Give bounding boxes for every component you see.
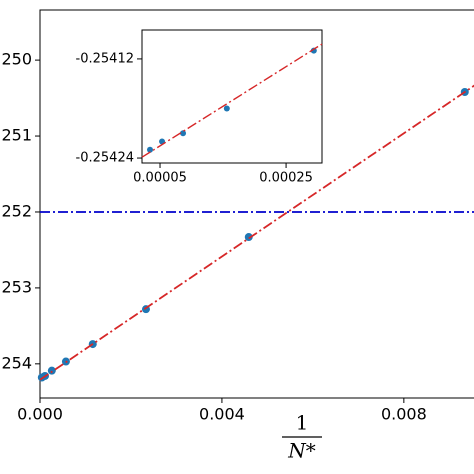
x-label-denominator: N*: [287, 439, 316, 463]
y-tick-label: -0.251: [0, 126, 32, 145]
x-tick-label: 0.004: [199, 405, 245, 424]
data-point: [147, 146, 154, 153]
y-tick-label: -0.254: [0, 353, 32, 372]
data-point: [223, 105, 230, 112]
y-tick-label: -0.250: [0, 50, 32, 69]
data-point: [180, 130, 187, 137]
x-tick-label: 0.00025: [259, 171, 313, 186]
x-label-numerator: 1: [296, 411, 309, 435]
plot-frame: [141, 29, 323, 164]
y-tick-label: -0.25424: [76, 151, 134, 166]
x-tick-label: 0.008: [381, 405, 427, 424]
data-point: [47, 366, 56, 375]
y-tick-label: -0.253: [0, 277, 32, 296]
y-tick-label: -0.252: [0, 201, 32, 220]
fit-line: [39, 84, 474, 381]
x-tick-label: 0.000: [17, 405, 63, 424]
y-tick-label: -0.25412: [76, 51, 134, 66]
data-point: [310, 47, 317, 54]
x-tick-label: 0.00005: [133, 171, 187, 186]
data-point: [244, 233, 253, 242]
